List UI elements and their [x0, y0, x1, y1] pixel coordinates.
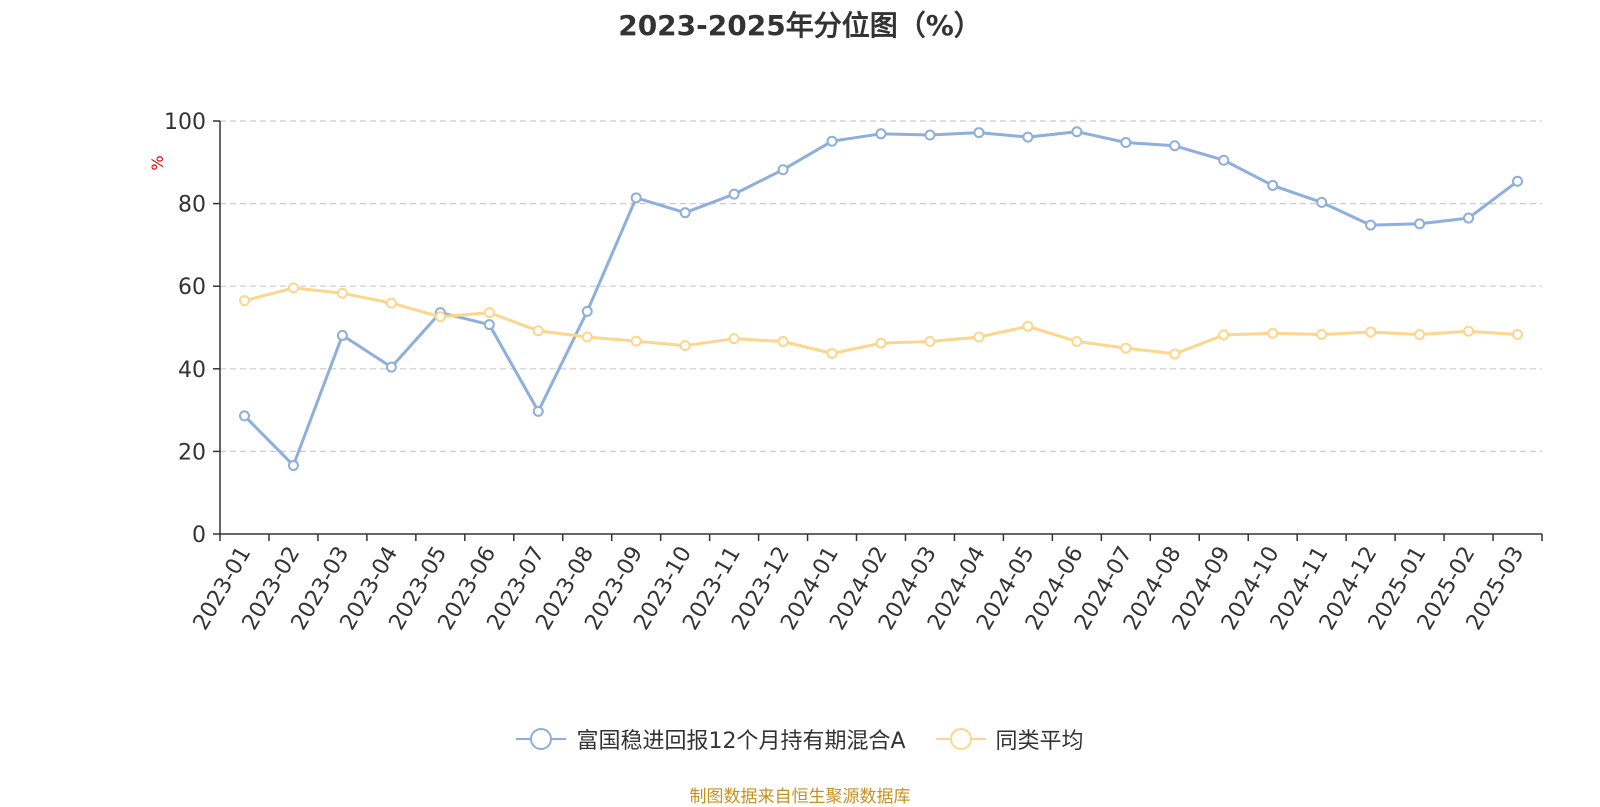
grid-lines	[220, 120, 1542, 452]
data-point-1	[581, 331, 593, 343]
data-point-0	[777, 164, 789, 176]
data-point-1	[728, 333, 740, 345]
data-point-0	[287, 459, 299, 471]
data-point-0	[728, 188, 740, 200]
data-point-1	[875, 337, 887, 349]
data-point-1	[1218, 329, 1230, 341]
data-point-0	[630, 192, 642, 204]
data-point-0	[336, 329, 348, 341]
data-point-0	[826, 135, 838, 147]
series-lines	[243, 130, 1519, 467]
series-line-0	[243, 130, 1519, 467]
data-point-0	[973, 127, 985, 139]
y-axis-label: %	[148, 155, 167, 170]
chart-title: 2023-2025年分位图（%）	[618, 9, 982, 42]
data-point-0	[1071, 126, 1083, 138]
data-point-1	[1463, 325, 1475, 337]
data-point-1	[1365, 326, 1377, 338]
data-point-0	[1218, 154, 1230, 166]
data-point-0	[1022, 131, 1034, 143]
data-point-0	[875, 128, 887, 140]
data-point-1	[1316, 329, 1328, 341]
data-point-1	[1267, 327, 1279, 339]
data-point-1	[826, 348, 838, 360]
data-point-1	[385, 297, 397, 309]
data-point-1	[1120, 342, 1132, 354]
data-point-0	[1414, 218, 1426, 230]
data-point-1	[1414, 329, 1426, 341]
y-tick-label: 0	[192, 523, 206, 548]
data-point-1	[336, 287, 348, 299]
data-point-1	[238, 295, 250, 307]
data-point-0	[532, 405, 544, 417]
line-chart: 020406080100%2023-012023-022023-032023-0…	[148, 110, 1543, 634]
data-point-1	[630, 335, 642, 347]
data-point-0	[1316, 196, 1328, 208]
legend-label-average: 同类平均	[995, 729, 1084, 754]
data-point-1	[1512, 329, 1524, 341]
data-point-0	[238, 410, 250, 422]
data-source-note: 制图数据来自恒生聚源数据库	[689, 787, 911, 807]
data-point-0	[679, 207, 691, 219]
y-tick-label: 60	[178, 275, 206, 300]
data-point-1	[924, 336, 936, 348]
data-point-1	[287, 282, 299, 294]
legend-item-average[interactable]: 同类平均	[935, 723, 1084, 755]
data-point-0	[1365, 219, 1377, 231]
axes: 020406080100%2023-012023-022023-032023-0…	[148, 110, 1543, 634]
data-point-0	[581, 305, 593, 317]
data-point-1	[434, 311, 446, 323]
data-point-0	[924, 129, 936, 141]
y-tick-label: 20	[178, 440, 206, 465]
data-point-1	[483, 307, 495, 319]
data-point-0	[385, 361, 397, 373]
legend-item-fund[interactable]: 富国稳进回报12个月持有期混合A	[516, 723, 906, 755]
data-point-1	[777, 336, 789, 348]
legend: 富国稳进回报12个月持有期混合A 同类平均	[0, 723, 1600, 755]
y-tick-label: 40	[178, 358, 206, 383]
data-point-1	[1022, 320, 1034, 332]
data-point-1	[679, 340, 691, 352]
data-point-0	[1267, 179, 1279, 191]
data-points	[238, 126, 1524, 471]
data-point-1	[973, 331, 985, 343]
legend-marker-average	[935, 728, 986, 750]
data-point-0	[1169, 140, 1181, 152]
y-tick-label: 100	[164, 110, 206, 135]
y-tick-label: 80	[178, 193, 206, 218]
data-point-0	[1512, 175, 1524, 187]
legend-label-fund: 富国稳进回报12个月持有期混合A	[576, 729, 906, 754]
data-point-1	[532, 325, 544, 337]
legend-marker-fund	[516, 728, 567, 750]
data-point-1	[1071, 336, 1083, 348]
data-point-0	[1120, 136, 1132, 148]
data-point-0	[1463, 212, 1475, 224]
data-point-0	[483, 319, 495, 331]
data-point-1	[1169, 348, 1181, 360]
